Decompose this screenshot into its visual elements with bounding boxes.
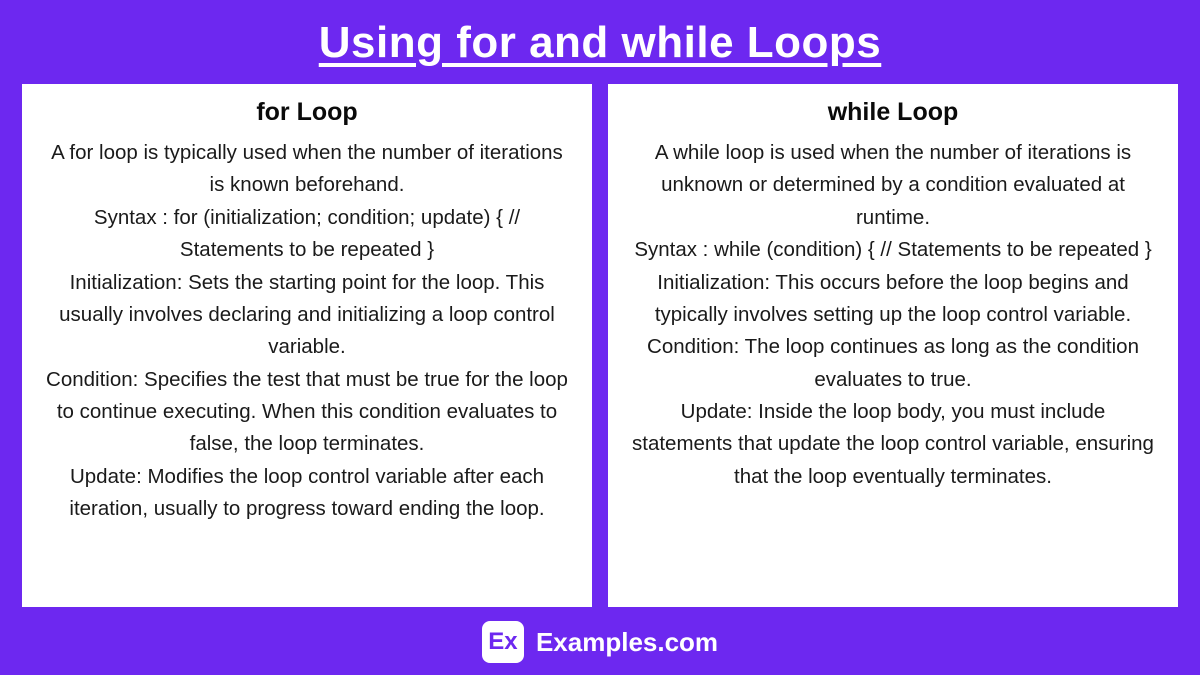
card-heading: for Loop bbox=[42, 98, 572, 127]
footer: Ex Examples.com bbox=[482, 621, 718, 663]
card-body: A for loop is typically used when the nu… bbox=[42, 137, 572, 526]
card-for-loop: for Loop A for loop is typically used wh… bbox=[22, 84, 592, 607]
card-while-loop: while Loop A while loop is used when the… bbox=[608, 84, 1178, 607]
logo-icon: Ex bbox=[482, 621, 524, 663]
card-heading: while Loop bbox=[628, 98, 1158, 127]
footer-site: Examples.com bbox=[536, 627, 718, 658]
card-body: A while loop is used when the number of … bbox=[628, 137, 1158, 493]
cards-container: for Loop A for loop is typically used wh… bbox=[22, 84, 1178, 607]
page-title: Using for and while Loops bbox=[319, 18, 882, 68]
